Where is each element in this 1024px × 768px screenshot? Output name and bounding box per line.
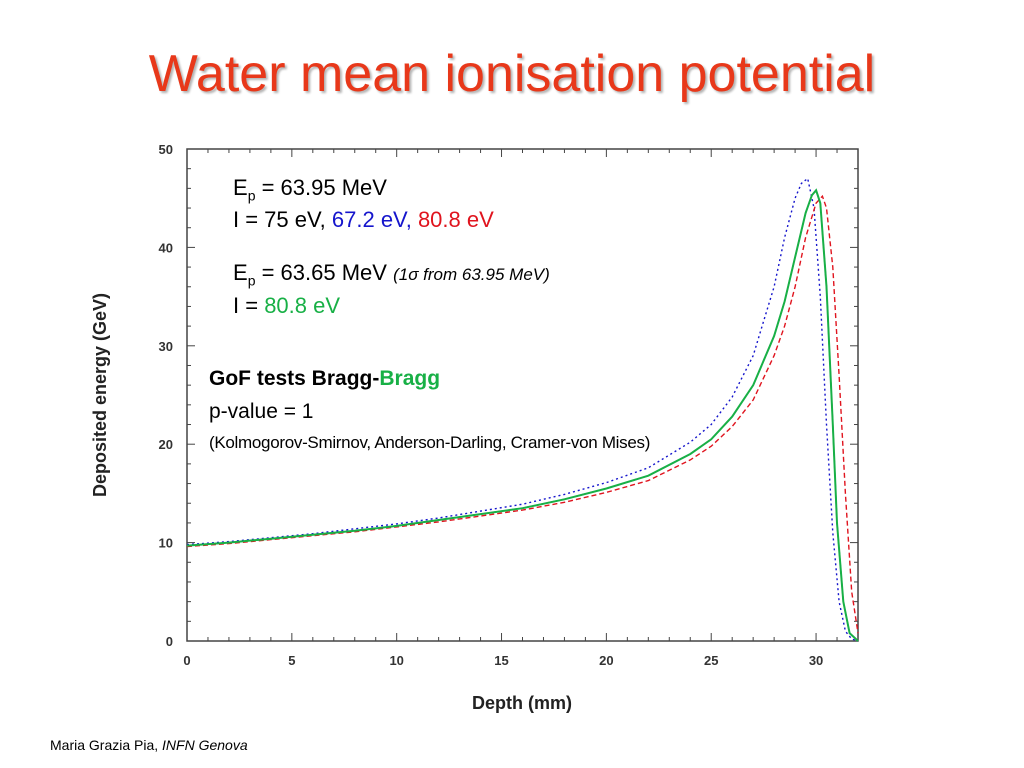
y-tick-label: 10 — [159, 536, 173, 551]
y-tick-label: 30 — [159, 339, 173, 354]
y-tick-label: 0 — [166, 634, 173, 649]
x-tick-label: 10 — [389, 653, 403, 668]
footer: Maria Grazia Pia, INFN Genova — [50, 737, 248, 753]
gof-title: GoF tests Bragg-Bragg — [209, 367, 441, 390]
series-line-4 — [186, 188, 859, 642]
gof-test-list: (Kolmogorov-Smirnov, Anderson-Darling, C… — [209, 433, 651, 452]
x-tick-label: 5 — [288, 653, 295, 668]
annotation-beam-energy-1: Ep = 63.95 MeV — [233, 175, 387, 204]
y-tick-label: 20 — [159, 437, 173, 452]
series-group — [186, 177, 859, 642]
annotation-ionisation-values-1: I = 75 eV, 67.2 eV, 80.8 eV — [233, 207, 494, 232]
x-tick-label: 20 — [599, 653, 613, 668]
series-line-3 — [186, 194, 859, 634]
x-tick-label: 0 — [183, 653, 190, 668]
y-tick-label: 40 — [159, 240, 173, 255]
axis-ticks: 0 5 10 15 20 25 30 0 10 20 30 40 50 — [159, 142, 859, 668]
annotation-beam-energy-2: Ep = 63.65 MeV (1σ from 63.95 MeV) — [233, 260, 550, 289]
x-tick-label: 25 — [704, 653, 718, 668]
slide-title: Water mean ionisation potential — [148, 45, 876, 103]
x-tick-label: 15 — [494, 653, 508, 668]
y-axis-title: Deposited energy (GeV) — [90, 293, 110, 497]
gof-pvalue: p-value = 1 — [209, 400, 314, 423]
x-tick-label: 30 — [809, 653, 823, 668]
annotation-ionisation-values-2: I = 80.8 eV — [233, 293, 341, 318]
y-tick-label: 50 — [159, 142, 173, 157]
x-axis-title: Depth (mm) — [472, 693, 572, 713]
footer-author: Maria Grazia Pia, — [50, 737, 159, 753]
footer-affiliation: INFN Genova — [162, 737, 248, 753]
